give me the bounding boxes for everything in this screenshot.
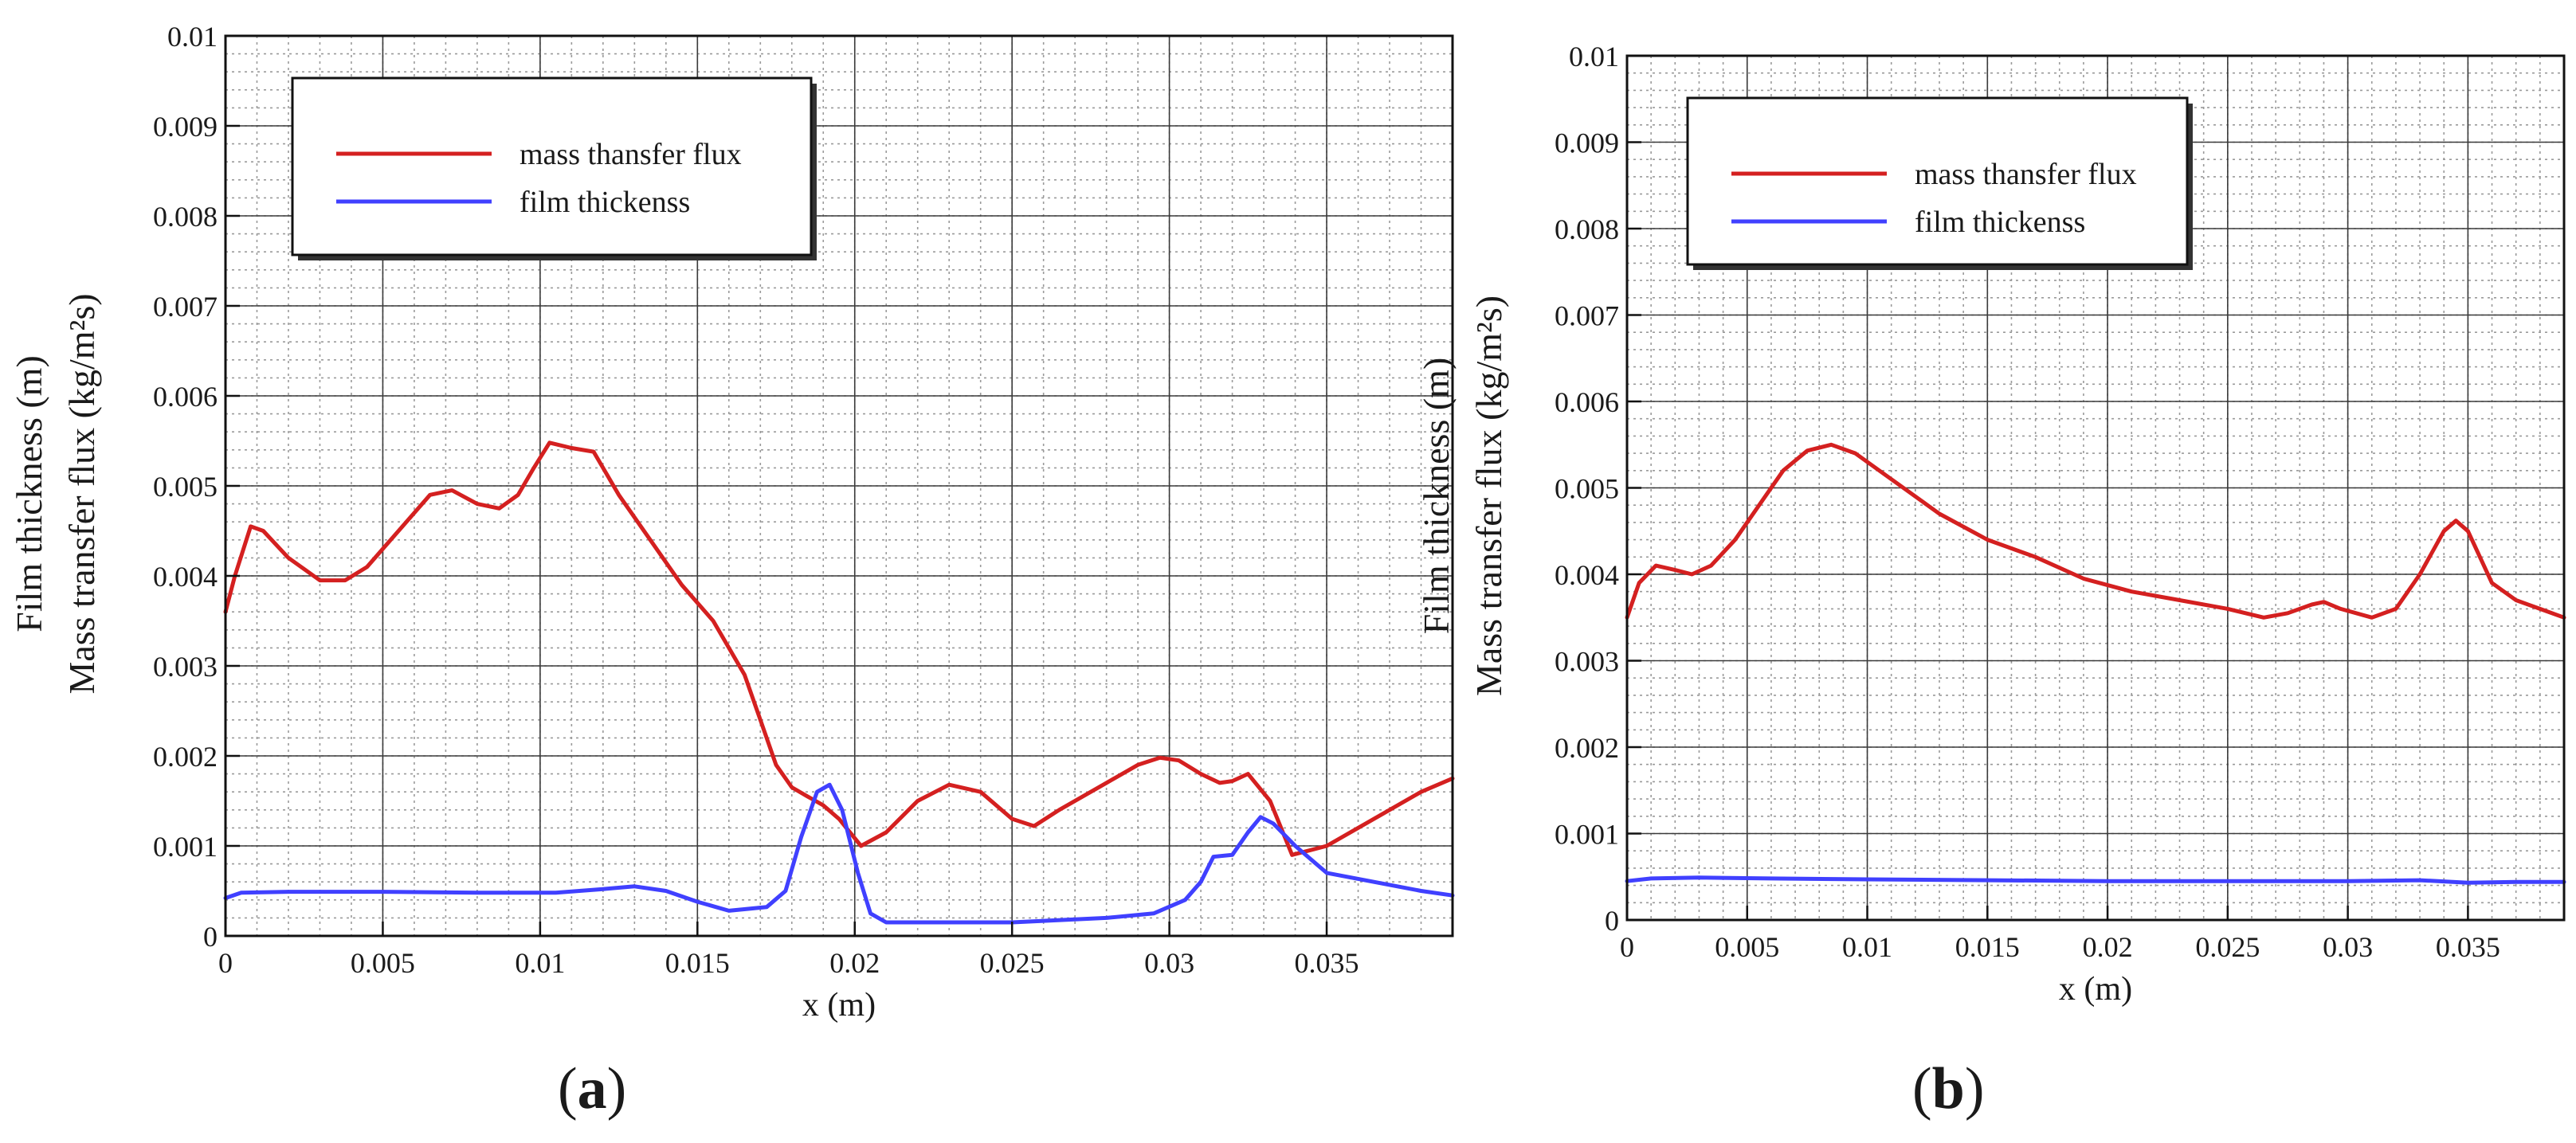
y-axis-label-line2: Mass transfer flux (kg/m²s): [1468, 296, 1509, 696]
y-tick-label: 0: [1605, 905, 1619, 937]
y-tick-label: 0.006: [1555, 386, 1619, 418]
y-tick-label: 0.002: [153, 741, 218, 773]
y-axis-label-line2: Mass transfer flux (kg/m²s): [61, 293, 102, 694]
y-axis-label-line1: Film thickness (m): [1416, 358, 1457, 635]
y-tick-label: 0.005: [1555, 473, 1619, 505]
y-tick-label: 0.008: [1555, 213, 1619, 245]
legend-entry-label: mass thansfer flux: [1915, 158, 2137, 191]
panel-label-b-letter: b: [1931, 1056, 1965, 1121]
legend: mass thansfer flux film thickenss: [1686, 96, 2193, 270]
x-tick-label: 0.03: [1144, 947, 1194, 979]
legend-box: [291, 76, 813, 256]
y-tick-label: 0.004: [1555, 559, 1619, 591]
series-line-mass-transfer-flux: [223, 440, 1455, 857]
x-axis-label: x (m): [802, 987, 876, 1024]
y-tick-label: 0.008: [153, 201, 218, 233]
x-tick-label: 0: [218, 947, 233, 979]
series-line-film-thickness: [223, 782, 1455, 925]
legend-entry-label: film thickenss: [520, 186, 690, 219]
y-tick-label: 0.007: [1555, 300, 1619, 332]
y-tick-label: 0.009: [153, 111, 218, 143]
x-tick-label: 0.035: [2436, 931, 2500, 963]
panel-label-b: (b): [1912, 1056, 1985, 1121]
x-tick-label: 0.01: [1842, 931, 1892, 963]
x-tick-label: 0.005: [351, 947, 415, 979]
y-tick-label: 0.01: [167, 21, 218, 53]
major-grid: [1627, 56, 2564, 920]
x-tick-label: 0.035: [1295, 947, 1359, 979]
y-tick-label: 0.01: [1569, 41, 1619, 72]
legend-box: [1686, 96, 2189, 266]
y-axis-label-line1: Film thickness (m): [9, 355, 49, 632]
x-tick-label: 0.01: [515, 947, 565, 979]
y-tick-label: 0.006: [153, 381, 218, 413]
y-tick-label: 0.003: [1555, 646, 1619, 678]
y-tick-label: 0.002: [1555, 732, 1619, 764]
series-line-mass-transfer-flux: [1625, 442, 2566, 620]
series-line-film-thickness: [1625, 875, 2566, 885]
legend-entry-label: film thickenss: [1915, 206, 2085, 239]
x-tick-label: 0.015: [1955, 931, 2020, 963]
x-tick-label: 0.015: [665, 947, 730, 979]
x-tick-label: 0.025: [980, 947, 1045, 979]
y-tick-label: 0.004: [153, 561, 218, 593]
y-tick-label: 0.007: [153, 291, 218, 323]
chart-panel-a: 0 0.005 0.01 0.015 0.02 0.025 0.03 0.035 0 0.001 0…: [9, 21, 1455, 1024]
x-axis-label: x (m): [2059, 971, 2132, 1008]
y-tick-label: 0.005: [153, 471, 218, 503]
x-tick-label: 0.02: [829, 947, 880, 979]
legend-entry-label: mass thansfer flux: [520, 138, 742, 171]
y-tick-label: 0.001: [1555, 819, 1619, 851]
x-tick-label: 0: [1620, 931, 1634, 963]
x-tick-label: 0.03: [2323, 931, 2373, 963]
panel-label-a: (a): [558, 1056, 627, 1121]
panel-label-a-letter: a: [577, 1056, 607, 1121]
y-tick-label: 0.009: [1555, 127, 1619, 159]
legend: mass thansfer flux film thickenss: [291, 76, 817, 260]
y-tick-label: 0.003: [153, 651, 218, 683]
x-tick-label: 0.02: [2083, 931, 2133, 963]
x-tick-label: 0.005: [1715, 931, 1779, 963]
x-tick-label: 0.025: [2195, 931, 2260, 963]
chart-panel-b: 0 0.005 0.01 0.015 0.02 0.025 0.03 0.035 0 0.001 0…: [1416, 41, 2566, 1008]
y-tick-label: 0: [203, 921, 218, 953]
y-tick-label: 0.001: [153, 831, 218, 863]
